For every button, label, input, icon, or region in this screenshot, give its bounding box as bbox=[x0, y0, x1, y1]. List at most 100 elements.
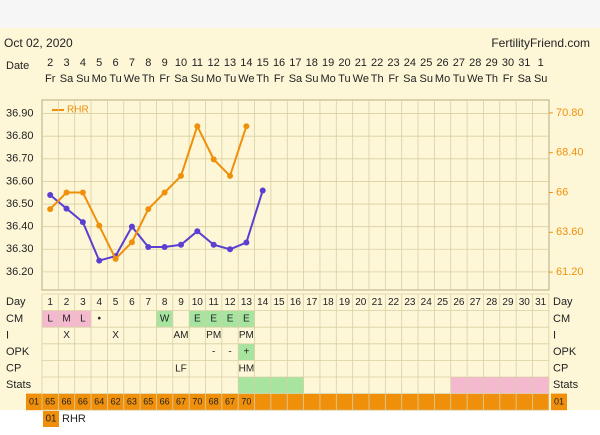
date-label: 23 bbox=[387, 57, 399, 69]
rhr-cell bbox=[156, 393, 173, 411]
weekday-label: Sa bbox=[60, 73, 74, 85]
date-label: 9 bbox=[162, 57, 168, 69]
rhr-cell bbox=[172, 393, 190, 411]
weekday-label: Mo bbox=[320, 73, 335, 85]
cell-fill bbox=[254, 377, 271, 394]
row-label: Stats bbox=[6, 379, 32, 391]
cell-fill bbox=[156, 310, 173, 328]
cell-text: - bbox=[228, 347, 231, 358]
cell-text: 26 bbox=[453, 297, 465, 308]
cell-text: E bbox=[210, 314, 217, 325]
rhr-cell-text: 62 bbox=[111, 396, 121, 406]
date-label: 1 bbox=[538, 57, 544, 69]
rhr-cell-text: 64 bbox=[94, 396, 104, 406]
series-point bbox=[227, 172, 234, 179]
row-label-right: CM bbox=[553, 313, 570, 325]
date-label: 20 bbox=[338, 57, 350, 69]
date-label: 27 bbox=[453, 57, 465, 69]
cell-text: L bbox=[80, 314, 86, 325]
rhr-cell bbox=[107, 393, 124, 411]
legend-name: RHR bbox=[62, 413, 86, 425]
rhr-cell-text: 65 bbox=[45, 396, 55, 406]
cell-text: + bbox=[243, 347, 249, 358]
cell-text: E bbox=[194, 314, 201, 325]
rhr-cell bbox=[483, 393, 500, 411]
cell-fill bbox=[483, 377, 500, 394]
legend-label: RHR bbox=[67, 105, 89, 116]
date-label: 24 bbox=[404, 57, 416, 69]
rhr-cell bbox=[123, 393, 141, 411]
rhr-cell bbox=[369, 393, 386, 411]
row-label: OPK bbox=[6, 346, 30, 358]
y-tick-label: 36.30 bbox=[6, 243, 34, 255]
rhr-cell-text: 70 bbox=[192, 396, 202, 406]
series-point bbox=[63, 189, 70, 196]
y-tick-label: 36.20 bbox=[6, 266, 34, 278]
weekday-label: Su bbox=[191, 73, 204, 85]
cell-text: PM bbox=[239, 330, 254, 341]
rhr-cell bbox=[319, 393, 337, 411]
weekday-label: Sa bbox=[518, 73, 532, 85]
series-point bbox=[128, 223, 135, 230]
rhr-cell-text: 67 bbox=[225, 396, 235, 406]
cell-fill bbox=[205, 310, 222, 328]
date-label: 18 bbox=[306, 57, 318, 69]
date-label: 26 bbox=[436, 57, 448, 69]
date-label: 8 bbox=[145, 57, 151, 69]
plot-frame bbox=[41, 99, 550, 291]
weekday-label: Su bbox=[419, 73, 432, 85]
cell-text: 6 bbox=[129, 297, 135, 308]
rhr-cell bbox=[450, 393, 468, 411]
rhr-cell bbox=[434, 393, 451, 411]
cell-text: 20 bbox=[355, 297, 367, 308]
cell-text: E bbox=[243, 314, 250, 325]
weekday-label: We bbox=[124, 73, 140, 85]
series-point bbox=[227, 246, 234, 253]
series-point bbox=[145, 206, 152, 213]
cell-fill bbox=[499, 377, 517, 394]
weekday-label: Tu bbox=[453, 73, 465, 85]
date-label: 31 bbox=[518, 57, 530, 69]
rhr-cell bbox=[221, 393, 239, 411]
weekday-label: Sa bbox=[174, 73, 188, 85]
cell-text: M bbox=[62, 314, 70, 325]
series-point bbox=[145, 244, 152, 251]
series-point bbox=[194, 123, 201, 130]
cell-fill bbox=[189, 310, 206, 328]
cell-text: 13 bbox=[241, 297, 253, 308]
cell-fill bbox=[74, 310, 92, 328]
cell-text: 4 bbox=[96, 297, 102, 308]
rhr-cell bbox=[336, 393, 353, 411]
y-tick-label: 36.70 bbox=[6, 153, 34, 165]
weekday-label: Tu bbox=[338, 73, 350, 85]
date-label: 7 bbox=[129, 57, 135, 69]
row-label: CM bbox=[6, 313, 23, 325]
cell-text: 3 bbox=[80, 297, 86, 308]
cell-text: 29 bbox=[502, 297, 514, 308]
rhr-cell bbox=[532, 393, 549, 411]
cell-text: HM bbox=[239, 363, 255, 374]
rhr-cell bbox=[74, 393, 92, 411]
row-label: CP bbox=[6, 363, 21, 375]
cell-text: 15 bbox=[274, 297, 286, 308]
cell-fill bbox=[58, 310, 75, 328]
weekday-label: Fr bbox=[503, 73, 514, 85]
cell-text: 10 bbox=[192, 297, 204, 308]
series-point bbox=[243, 239, 250, 246]
weekday-label: Sa bbox=[289, 73, 303, 85]
rhr-cell bbox=[516, 393, 533, 411]
y-tick-label: 36.90 bbox=[6, 107, 34, 119]
series-point bbox=[161, 244, 168, 251]
y2-tick-label: 70.80 bbox=[556, 107, 584, 119]
weekday-label: Su bbox=[76, 73, 89, 85]
cell-text: 21 bbox=[372, 297, 384, 308]
cell-text: 1 bbox=[47, 297, 53, 308]
row-label-right: Stats bbox=[553, 379, 579, 391]
date-label: 28 bbox=[469, 57, 481, 69]
cell-text: 24 bbox=[421, 297, 433, 308]
weekday-label: Fr bbox=[388, 73, 399, 85]
cell-text: 19 bbox=[339, 297, 351, 308]
cell-text: LF bbox=[175, 363, 187, 374]
rhr-cell-text: 66 bbox=[78, 396, 88, 406]
site-name: FertilityFriend.com bbox=[491, 36, 590, 50]
